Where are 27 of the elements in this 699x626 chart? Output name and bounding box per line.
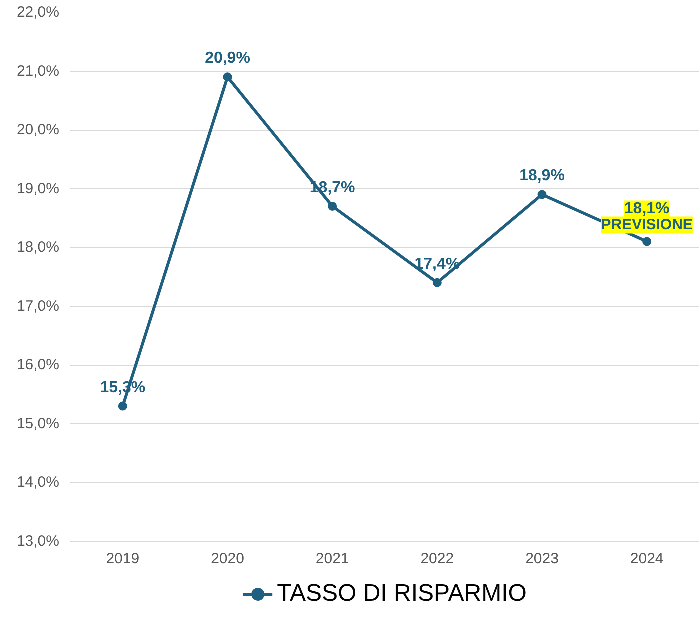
- y-tick-label: 14,0%: [16, 474, 60, 492]
- point: [223, 72, 232, 82]
- point: [328, 202, 338, 211]
- point: [118, 402, 128, 411]
- data-label: 20,9%: [205, 50, 250, 68]
- y-tick-label: 18,0%: [16, 239, 60, 256]
- y-tick-label: 19,0%: [16, 180, 60, 198]
- data-label: 18,9%: [520, 168, 565, 185]
- y-tick-label: 13,0%: [16, 533, 60, 550]
- y-tick-label: 21,0%: [16, 62, 60, 80]
- data-label: 18,1%: [624, 200, 670, 218]
- x-tick-label: 2024: [630, 550, 664, 568]
- y-tick-label: 20,0%: [16, 122, 60, 139]
- y-tick-label: 15,0%: [16, 415, 60, 432]
- x-tick-label: 2020: [211, 550, 244, 568]
- x-tick-label: 2019: [106, 550, 140, 568]
- x-tick-label: 2023: [526, 550, 559, 568]
- point: [432, 278, 442, 288]
- annotation: PREVISIONE: [601, 216, 693, 234]
- y-tick-label: 17,0%: [16, 298, 60, 315]
- y-tick-label: 16,0%: [16, 356, 60, 374]
- point: [538, 190, 547, 200]
- point: [642, 237, 652, 246]
- y-tick-label: 22,0%: [16, 4, 60, 21]
- legend-label: TASSO DI RISPARMIO: [277, 579, 527, 609]
- x-tick-label: 2022: [420, 550, 454, 568]
- x-tick-label: 2021: [316, 550, 350, 568]
